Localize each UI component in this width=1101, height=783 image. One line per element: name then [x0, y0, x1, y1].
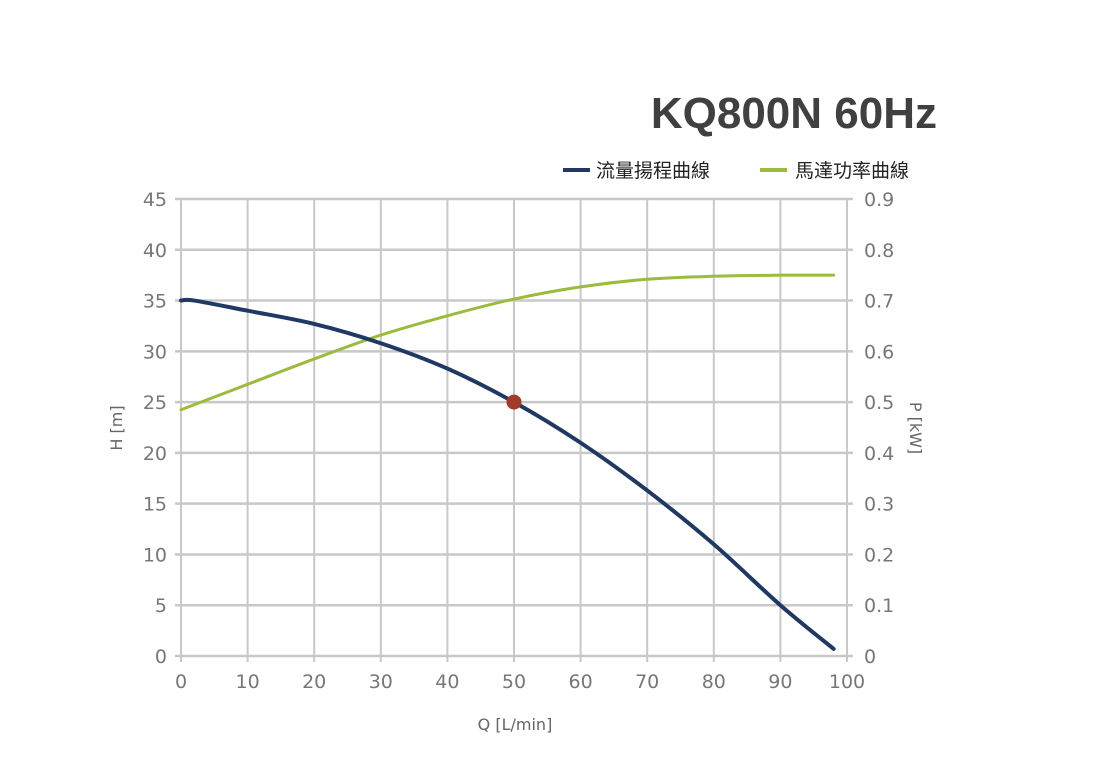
y2-tick-label: 0.4 — [864, 443, 894, 465]
legend-label-head: 流量揚程曲線 — [596, 160, 710, 182]
y2-tick-label: 0.2 — [864, 544, 894, 566]
x-tick-label: 50 — [502, 671, 526, 693]
y-tick-label: 20 — [143, 443, 167, 465]
y2-tick-label: 0.6 — [864, 341, 894, 363]
y2-tick-label: 0 — [864, 646, 876, 668]
y2-tick-label: 0.8 — [864, 240, 894, 262]
y-tick-label: 5 — [155, 595, 167, 617]
y-tick-label: 10 — [143, 544, 167, 566]
power-curve — [179, 273, 836, 412]
legend-label-power: 馬達功率曲線 — [795, 160, 909, 182]
y2-tick-label: 0.7 — [864, 291, 894, 313]
y-tick-label: 25 — [143, 392, 167, 414]
series-layer — [179, 273, 836, 651]
x-tick-label: 100 — [829, 671, 865, 693]
y-tick-label: 0 — [155, 646, 167, 668]
y2-tick-label: 0.9 — [864, 189, 894, 211]
y2-tick-label: 0.3 — [864, 494, 894, 516]
x-tick-label: 20 — [302, 671, 326, 693]
y-tick-label: 30 — [143, 341, 167, 363]
x-axis-label: Q [L/min] — [478, 715, 553, 734]
operating-point-marker — [506, 394, 522, 410]
head-curve — [179, 297, 836, 651]
y-tick-label: 35 — [143, 291, 167, 313]
grid — [175, 197, 853, 662]
tick-labels: 0 10 20 30 40 50 60 70 80 90 100 0 5 10 15 20 25 30 35 40 45… — [143, 189, 894, 693]
y-tick-label: 15 — [143, 494, 167, 516]
y-axis-label: H [m] — [107, 405, 126, 450]
y2-axis-label: P [kW] — [906, 402, 925, 454]
y2-tick-label: 0.1 — [864, 595, 894, 617]
x-tick-label: 0 — [175, 671, 187, 693]
x-tick-label: 70 — [635, 671, 659, 693]
x-tick-label: 90 — [768, 671, 792, 693]
x-tick-label: 40 — [435, 671, 459, 693]
x-tick-label: 80 — [702, 671, 726, 693]
legend: 流量揚程曲線 馬達功率曲線 — [563, 160, 909, 182]
chart-title: KQ800N 60Hz — [651, 89, 937, 138]
y2-tick-label: 0.5 — [864, 392, 894, 414]
y-tick-label: 45 — [143, 189, 167, 211]
x-tick-label: 10 — [236, 671, 260, 693]
y-tick-label: 40 — [143, 240, 167, 262]
x-tick-label: 60 — [569, 671, 593, 693]
x-tick-label: 30 — [369, 671, 393, 693]
